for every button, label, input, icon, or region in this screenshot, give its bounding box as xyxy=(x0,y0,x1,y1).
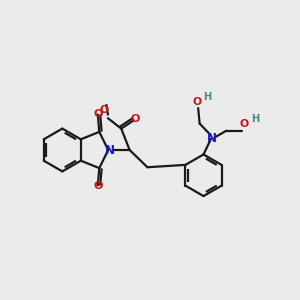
Text: O: O xyxy=(93,109,103,119)
Text: H: H xyxy=(251,114,259,124)
Text: N: N xyxy=(105,143,115,157)
Text: O: O xyxy=(93,181,103,191)
Text: O: O xyxy=(130,114,140,124)
Text: O: O xyxy=(192,97,201,106)
Text: H: H xyxy=(203,92,211,102)
Text: N: N xyxy=(207,132,217,145)
Text: O: O xyxy=(100,105,109,115)
Text: O: O xyxy=(240,119,249,129)
